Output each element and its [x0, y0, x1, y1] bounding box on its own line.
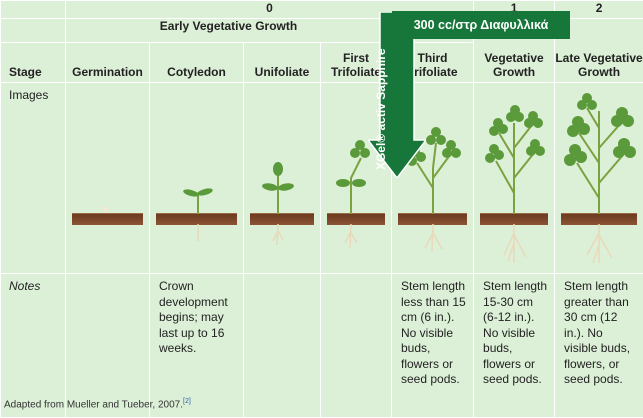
vegetative-growth-plant-image [485, 105, 546, 263]
caption-reference-link[interactable]: [2] [183, 398, 191, 405]
image-late-vegetative-growth [554, 82, 643, 274]
notes-row-label: Notes [0, 273, 66, 418]
images-row-label: Images [0, 82, 66, 274]
stage-cotyledon: Cotyledon [149, 42, 244, 83]
note-cotyledon: Crown development begins; may last up to… [149, 273, 244, 418]
caption-text: Adapted from Mueller and Tueber, 2007. [4, 399, 184, 411]
dosage-badge: 300 cc/στρ Διαφυλλικά [392, 11, 570, 39]
phase-number-early: 0 [64, 0, 475, 19]
header-blank [0, 18, 66, 43]
note-third-trifoliate: Stem length less than 15 cm (6 in.). No … [390, 273, 475, 418]
note-unifoliate [243, 273, 321, 418]
header-blank [0, 0, 66, 19]
soil-strip [250, 213, 314, 225]
note-germination [65, 273, 150, 418]
late-vegetative-growth-plant-image [564, 93, 637, 264]
image-cotyledon [149, 82, 244, 274]
stage-late-vegetative-growth: Late Vegetative Growth [554, 18, 643, 83]
soil-strip [327, 213, 385, 225]
note-first-trifoliate [320, 273, 392, 418]
product-name-label: XGel® activ Sapphire [374, 48, 388, 170]
stage-label: Stage [0, 42, 66, 83]
stage-germination: Germination [65, 42, 150, 83]
image-unifoliate [243, 82, 321, 274]
source-caption: Adapted from Mueller and Tueber, 2007.[2… [4, 398, 191, 410]
soil-strip [156, 213, 237, 225]
image-germination [65, 82, 150, 274]
note-vegetative-growth: Stem length 15-30 cm (6-12 in.). No visi… [473, 273, 556, 418]
stage-unifoliate: Unifoliate [243, 42, 321, 83]
image-vegetative-growth [473, 82, 556, 274]
cotyledon-plant-image [183, 188, 213, 241]
unifoliate-plant-image [262, 162, 294, 246]
third-trifoliate-plant-image [407, 127, 461, 252]
soil-strip [72, 213, 143, 225]
early-vegetative-group: Early Vegetative Growth [65, 18, 392, 43]
note-late-vegetative-growth: Stem length greater than 30 cm (12 in.).… [554, 273, 643, 418]
seed-image [103, 206, 109, 212]
first-trifoliate-plant-image [336, 140, 370, 249]
